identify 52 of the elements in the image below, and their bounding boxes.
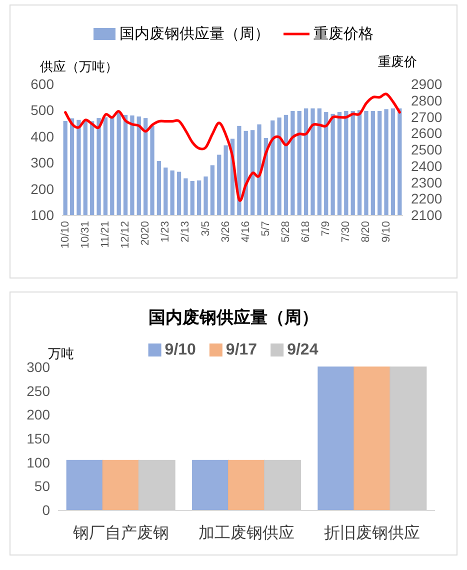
x-tick-label: 3/26 [220,221,232,242]
y-tick-label: 100 [30,207,54,223]
x-tick-label: 2/13 [180,221,192,242]
y2-tick-label: 2100 [411,207,442,223]
legend-label: 国内废钢供应量（周） [120,26,270,42]
y-tick-label: 50 [34,478,50,494]
y2-tick-label: 2300 [411,174,442,190]
y-tick-label: 200 [26,406,50,423]
y2-tick-label: 2200 [411,190,442,207]
y-axis-title: 供应（万吨） [40,59,118,74]
y2-tick-label: 2500 [411,142,442,158]
x-tick-label: 12/12 [120,221,132,249]
y-axis-title: 万吨 [48,346,74,361]
x-tick-label: 8/20 [360,221,372,242]
chart-title: 国内废钢供应量（周） [148,308,318,328]
y2-tick-label: 2800 [411,92,442,108]
x-tick-label: 10/10 [59,221,72,249]
x-tick-label: 6/18 [300,221,312,242]
x-tick-label: 5/28 [280,221,292,242]
y-tick-label: 150 [26,430,50,446]
x-tick-label: 折旧废钢供应 [324,524,420,542]
y2-tick-label: 2900 [411,76,442,92]
x-tick-label: 5/7 [260,221,272,236]
y-tick-label: 250 [26,382,50,399]
y-tick-label: 0 [42,502,50,518]
x-tick-label: 7/9 [320,221,332,236]
y2-axis-title: 重废价 [378,54,417,69]
x-tick-label: 钢厂自产废钢 [72,524,169,542]
y2-tick-label: 2600 [411,125,442,142]
legend-label: 9/17 [226,342,258,358]
y-tick-label: 600 [30,76,54,92]
x-tick-label: 加工废钢供应 [198,524,294,542]
x-tick-label: 4/16 [240,221,252,242]
x-tick-label: 1/23 [160,221,172,242]
x-tick-label: 9/10 [380,221,392,242]
legend-label: 9/10 [164,342,196,358]
x-tick-label: 10/31 [79,221,92,249]
y-tick-label: 300 [26,359,50,375]
y-tick-label: 400 [30,128,54,144]
legend-label: 重废价格 [314,26,374,42]
y-tick-label: 500 [30,102,54,118]
y-tick-label: 300 [30,154,54,171]
x-tick-label: 3/5 [200,221,212,236]
y-tick-label: 200 [30,180,54,197]
x-tick-label: 11/21 [99,221,112,248]
line-series [64,92,401,202]
y-tick-label: 100 [26,454,50,470]
legend-label: 9/24 [287,342,318,358]
y2-tick-label: 2700 [411,108,442,125]
x-tick-label: 7/30 [340,221,352,242]
x-tick-label: 2020 [140,221,152,246]
y2-tick-label: 2400 [411,158,442,174]
